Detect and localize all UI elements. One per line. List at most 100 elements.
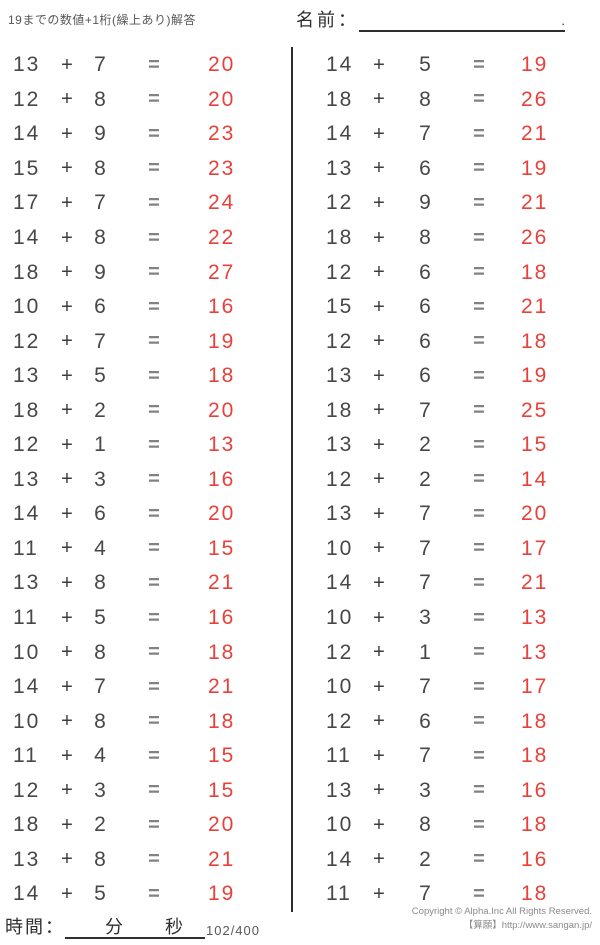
- equals-sign: =: [148, 261, 160, 284]
- equals-sign: =: [473, 433, 485, 456]
- answer-value: 23: [208, 122, 236, 146]
- problem-row: 14 + 9 = 23: [0, 117, 291, 152]
- plus-sign: +: [373, 399, 385, 422]
- operand-b: 8: [94, 156, 108, 180]
- problem-row: 18 + 9 = 27: [0, 255, 291, 290]
- operand-b: 4: [94, 536, 108, 560]
- answer-value: 20: [208, 87, 236, 111]
- operand-a: 12: [326, 329, 354, 353]
- operand-b: 2: [94, 813, 108, 837]
- plus-sign: +: [61, 571, 73, 594]
- problem-row: 18 + 8 = 26: [301, 83, 600, 118]
- problem-row: 10 + 8 = 18: [0, 704, 291, 739]
- problem-row: 13 + 7 = 20: [0, 48, 291, 83]
- answer-value: 18: [521, 744, 549, 768]
- equals-sign: =: [473, 675, 485, 698]
- answer-value: 21: [521, 571, 549, 595]
- problem-row: 14 + 7 = 21: [301, 566, 600, 601]
- operand-a: 13: [13, 467, 41, 491]
- operand-b: 6: [419, 329, 433, 353]
- operand-b: 8: [419, 87, 433, 111]
- answer-value: 20: [208, 502, 236, 526]
- operand-b: 5: [94, 364, 108, 388]
- plus-sign: +: [61, 399, 73, 422]
- operand-b: 7: [419, 882, 433, 906]
- answer-value: 26: [521, 87, 549, 111]
- equals-sign: =: [473, 157, 485, 180]
- answer-value: 17: [521, 536, 549, 560]
- problem-row: 14 + 5 = 19: [0, 877, 291, 912]
- operand-a: 14: [326, 122, 354, 146]
- plus-sign: +: [61, 295, 73, 318]
- answer-value: 24: [208, 191, 236, 215]
- operand-a: 15: [13, 156, 41, 180]
- plus-sign: +: [61, 744, 73, 767]
- answer-value: 18: [208, 640, 236, 664]
- answer-value: 18: [521, 329, 549, 353]
- operand-b: 5: [94, 882, 108, 906]
- operand-a: 14: [13, 675, 41, 699]
- operand-a: 12: [13, 329, 41, 353]
- problem-row: 13 + 5 = 18: [0, 359, 291, 394]
- plus-sign: +: [373, 468, 385, 491]
- plus-sign: +: [373, 641, 385, 664]
- operand-a: 18: [326, 398, 354, 422]
- operand-b: 1: [419, 640, 433, 664]
- plus-sign: +: [373, 295, 385, 318]
- plus-sign: +: [373, 537, 385, 560]
- equals-sign: =: [473, 330, 485, 353]
- operand-a: 13: [326, 502, 354, 526]
- problem-row: 12 + 6 = 18: [301, 704, 600, 739]
- plus-sign: +: [373, 191, 385, 214]
- answer-value: 15: [208, 536, 236, 560]
- operand-a: 13: [13, 571, 41, 595]
- problem-row: 18 + 2 = 20: [0, 393, 291, 428]
- equals-sign: =: [473, 882, 485, 905]
- equals-sign: =: [473, 226, 485, 249]
- equals-sign: =: [148, 882, 160, 905]
- operand-b: 8: [419, 813, 433, 837]
- answer-value: 19: [521, 53, 549, 77]
- answer-value: 21: [521, 122, 549, 146]
- equals-sign: =: [473, 261, 485, 284]
- problem-row: 13 + 6 = 19: [301, 359, 600, 394]
- operand-a: 12: [13, 433, 41, 457]
- operand-a: 13: [13, 847, 41, 871]
- operand-b: 5: [94, 606, 108, 630]
- equals-sign: =: [148, 641, 160, 664]
- answer-value: 20: [521, 502, 549, 526]
- problems-column-right: 14 + 5 = 19 18 + 8 = 26 14 + 7 = 21 13 +…: [301, 48, 600, 912]
- page-number: 102/400: [206, 923, 260, 938]
- equals-sign: =: [148, 157, 160, 180]
- operand-b: 7: [94, 191, 108, 215]
- problem-row: 13 + 3 = 16: [0, 463, 291, 498]
- answer-value: 19: [208, 882, 236, 906]
- equals-sign: =: [148, 433, 160, 456]
- operand-b: 6: [419, 709, 433, 733]
- plus-sign: +: [61, 53, 73, 76]
- operand-b: 7: [419, 398, 433, 422]
- operand-b: 5: [419, 53, 433, 77]
- operand-b: 6: [94, 295, 108, 319]
- plus-sign: +: [373, 779, 385, 802]
- equals-sign: =: [148, 848, 160, 871]
- problem-row: 12 + 2 = 14: [301, 463, 600, 498]
- problem-row: 13 + 6 = 19: [301, 152, 600, 187]
- problem-row: 12 + 1 = 13: [0, 428, 291, 463]
- operand-b: 7: [94, 53, 108, 77]
- problem-row: 18 + 2 = 20: [0, 808, 291, 843]
- plus-sign: +: [373, 226, 385, 249]
- operand-a: 12: [326, 260, 354, 284]
- problem-row: 10 + 3 = 13: [301, 601, 600, 636]
- equals-sign: =: [473, 710, 485, 733]
- equals-sign: =: [473, 191, 485, 214]
- operand-a: 10: [326, 675, 354, 699]
- problem-row: 12 + 6 = 18: [301, 324, 600, 359]
- problem-row: 14 + 7 = 21: [0, 670, 291, 705]
- operand-a: 13: [13, 364, 41, 388]
- answer-value: 13: [521, 606, 549, 630]
- operand-b: 6: [419, 260, 433, 284]
- plus-sign: +: [373, 882, 385, 905]
- problem-row: 12 + 6 = 18: [301, 255, 600, 290]
- seconds-label: 秒: [165, 917, 183, 937]
